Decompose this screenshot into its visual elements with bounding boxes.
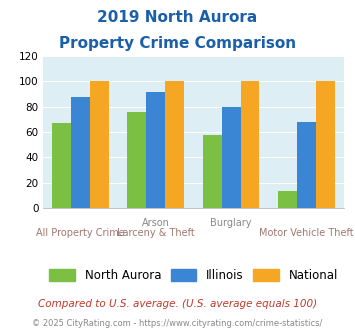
Bar: [297, 122, 316, 208]
Text: Arson: Arson: [142, 218, 170, 228]
Bar: [165, 82, 184, 208]
Text: Property Crime Comparison: Property Crime Comparison: [59, 36, 296, 51]
Text: Motor Vehicle Theft: Motor Vehicle Theft: [259, 228, 354, 238]
Bar: [52, 123, 71, 208]
Text: Larceny & Theft: Larceny & Theft: [117, 228, 195, 238]
Text: Burglary: Burglary: [211, 218, 252, 228]
Bar: [127, 112, 146, 208]
Bar: [316, 82, 335, 208]
Bar: [203, 135, 222, 208]
Bar: [278, 191, 297, 208]
Bar: [146, 91, 165, 208]
Text: All Property Crime: All Property Crime: [36, 228, 125, 238]
Text: Compared to U.S. average. (U.S. average equals 100): Compared to U.S. average. (U.S. average …: [38, 299, 317, 309]
Text: 2019 North Aurora: 2019 North Aurora: [97, 10, 258, 25]
Legend: North Aurora, Illinois, National: North Aurora, Illinois, National: [44, 265, 343, 287]
Text: © 2025 CityRating.com - https://www.cityrating.com/crime-statistics/: © 2025 CityRating.com - https://www.city…: [32, 319, 323, 328]
Bar: [71, 97, 90, 208]
Bar: [222, 107, 241, 208]
Bar: [241, 82, 260, 208]
Bar: [90, 82, 109, 208]
